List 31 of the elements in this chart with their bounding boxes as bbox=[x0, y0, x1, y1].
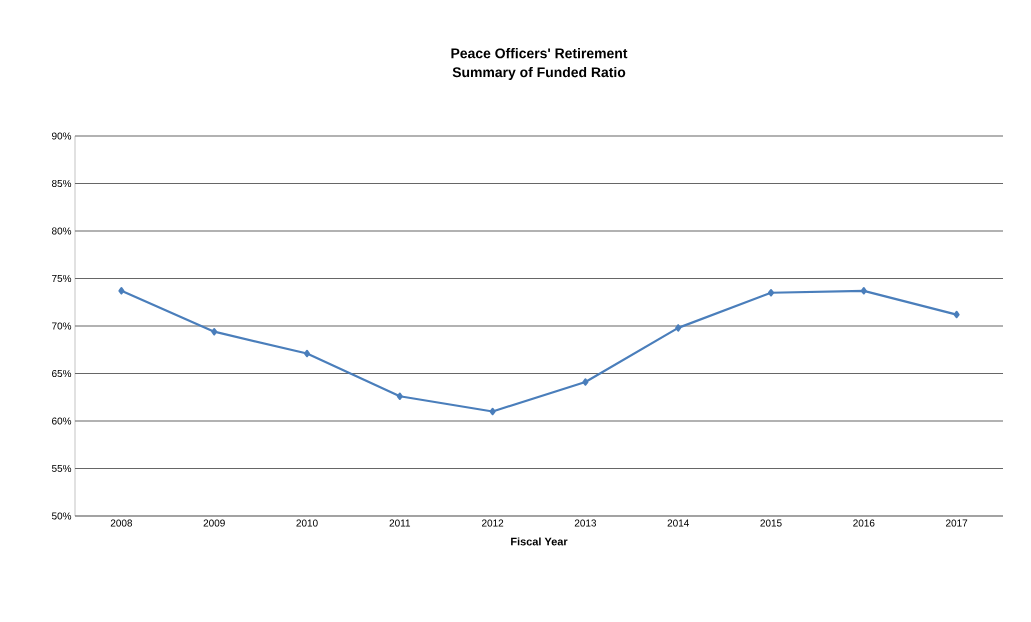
point bbox=[118, 287, 125, 295]
point bbox=[211, 327, 218, 336]
x-tick-label: 2010 bbox=[296, 519, 318, 527]
point bbox=[953, 310, 960, 319]
point bbox=[582, 378, 589, 386]
point bbox=[675, 324, 682, 332]
x-tick-label: 2014 bbox=[667, 519, 689, 527]
y-tick-label: 75% bbox=[52, 274, 72, 282]
y-tick-label: 70% bbox=[52, 322, 72, 330]
y-tick-label: 85% bbox=[51, 179, 72, 188]
point bbox=[767, 289, 775, 297]
point bbox=[860, 287, 867, 295]
x-tick-label: 2013 bbox=[574, 519, 597, 527]
x-axis-title: Fiscal Year bbox=[511, 537, 568, 546]
x-tick-label: 2008 bbox=[110, 519, 133, 527]
y-tick-label: 55% bbox=[51, 464, 72, 472]
chart-title: Peace Officers' Retirement Summary of Funded Ratio bbox=[451, 48, 628, 80]
y-tick-label: 65% bbox=[52, 369, 72, 378]
x-tick-label: 2015 bbox=[760, 519, 782, 527]
y-tick-label: 50% bbox=[51, 512, 72, 520]
y-tick-label: 80% bbox=[51, 227, 72, 235]
point bbox=[396, 392, 403, 400]
y-tick-label: 90% bbox=[52, 132, 72, 140]
point bbox=[303, 349, 311, 358]
x-tick-label: 2012 bbox=[482, 519, 504, 527]
y-tick-label: 60% bbox=[52, 417, 72, 425]
x-tick-label: 2011 bbox=[389, 519, 411, 527]
x-tick-label: 2009 bbox=[203, 519, 225, 527]
point bbox=[489, 407, 496, 416]
x-tick-label: 2017 bbox=[946, 519, 968, 527]
x-tick-label: 2016 bbox=[853, 519, 875, 527]
